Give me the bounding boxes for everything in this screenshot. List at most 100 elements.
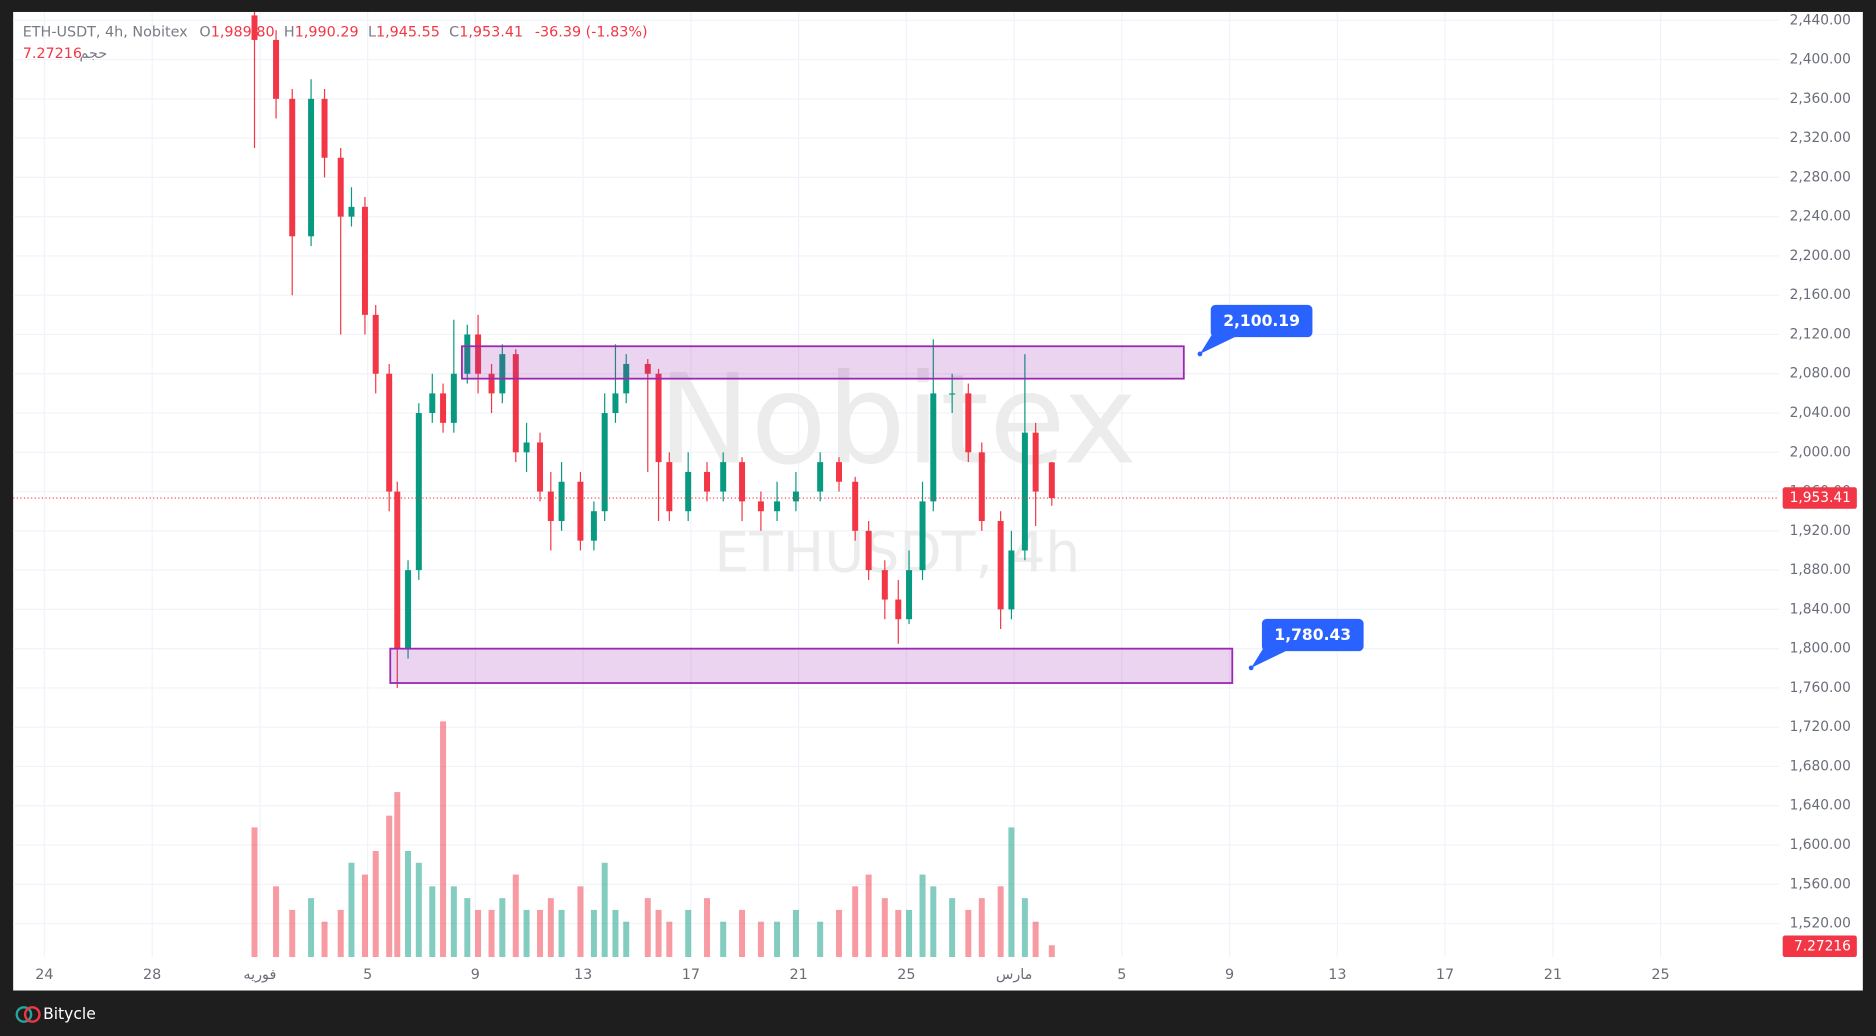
- callout-anchor: [1248, 665, 1254, 671]
- volume-bar: [488, 909, 495, 958]
- volume-bar: [440, 721, 447, 958]
- candle-body: [930, 393, 937, 502]
- callout-box: [1210, 304, 1313, 338]
- watermark-subtitle: ETHUSDT, 4h: [714, 520, 1080, 584]
- volume-bar: [655, 909, 662, 958]
- high-value: 1,990.29: [295, 24, 359, 40]
- candle-body: [704, 471, 711, 492]
- volume-bar: [919, 874, 926, 958]
- volume-bar: [415, 862, 422, 958]
- y-tick-label: 1,840.00: [1790, 601, 1851, 617]
- low-label: L: [368, 24, 376, 40]
- volume-bar: [372, 850, 379, 958]
- candle-body: [289, 98, 296, 237]
- volume-bar: [450, 886, 457, 958]
- volume-bar: [308, 898, 315, 958]
- y-tick-label: 2,280.00: [1790, 169, 1851, 185]
- open-value: 1,989.80: [211, 24, 275, 40]
- volume-bar: [348, 862, 355, 958]
- volume-bar: [720, 921, 727, 958]
- volume-bar: [666, 921, 673, 958]
- candle-body: [512, 354, 519, 453]
- volume-label: حجم: [79, 46, 107, 62]
- y-tick-label: 1,600.00: [1790, 837, 1851, 853]
- candle-body: [997, 521, 1004, 610]
- candle-body: [852, 481, 859, 531]
- y-tick-label: 2,320.00: [1790, 130, 1851, 146]
- x-tick-label: 28: [143, 967, 161, 983]
- x-tick-label: 17: [682, 967, 700, 983]
- close-label: C: [449, 24, 459, 40]
- volume-bar: [321, 921, 328, 958]
- candle-body: [499, 354, 506, 394]
- candle-body: [429, 393, 436, 414]
- y-tick-label: 1,520.00: [1790, 916, 1851, 932]
- volume-bar: [558, 909, 565, 958]
- y-tick-label: 2,440.00: [1790, 12, 1851, 28]
- volume-bar: [289, 909, 296, 958]
- volume-bar: [273, 886, 280, 958]
- candle-body: [666, 462, 673, 512]
- y-tick-label: 2,120.00: [1790, 326, 1851, 342]
- candle-body: [372, 314, 379, 374]
- brand-logo: [15, 1006, 41, 1023]
- close-value: 1,953.41: [459, 24, 523, 40]
- volume-bar: [906, 909, 913, 958]
- footer-bar: [0, 990, 1876, 1036]
- volume-bar: [537, 909, 544, 958]
- candle-body: [273, 39, 280, 99]
- y-tick-label: 2,360.00: [1790, 91, 1851, 107]
- candle-body: [450, 373, 457, 423]
- x-tick-label: فوریه: [243, 967, 276, 983]
- open-label: O: [199, 24, 210, 40]
- volume-bar: [394, 792, 401, 958]
- volume-bar: [704, 898, 711, 958]
- candle-body: [394, 491, 401, 649]
- volume-bar: [792, 909, 799, 958]
- volume-bar: [429, 886, 436, 958]
- candle-body: [739, 462, 746, 502]
- callout-box: [1261, 618, 1364, 652]
- volume-bar: [997, 886, 1004, 958]
- candle-body: [919, 501, 926, 571]
- volume-bar: [1032, 921, 1039, 958]
- candle-body: [895, 599, 902, 620]
- candle-body: [906, 570, 913, 620]
- y-tick-label: 2,400.00: [1790, 52, 1851, 68]
- brand: Bitycle: [43, 1005, 96, 1023]
- candle-body: [601, 413, 608, 512]
- callout-label: 1,780.43: [1274, 626, 1351, 644]
- callout-label: 2,100.19: [1223, 312, 1300, 330]
- volume-value-box: [1782, 935, 1857, 958]
- volume-bar: [475, 909, 482, 958]
- volume-bar: [577, 886, 584, 958]
- candle-body: [865, 530, 872, 571]
- y-tick-label: 2,000.00: [1790, 444, 1851, 460]
- volume-bar: [881, 898, 888, 958]
- y-tick-label: 2,240.00: [1790, 209, 1851, 225]
- volume-bar: [1008, 827, 1015, 958]
- candle-body: [792, 491, 799, 502]
- volume-bar: [405, 850, 412, 958]
- candle-body: [475, 334, 482, 374]
- volume-bar: [386, 815, 393, 958]
- volume-bar: [612, 909, 619, 958]
- volume-bar: [865, 874, 872, 958]
- candle-body: [547, 491, 554, 522]
- symbol: ETH-USDT, 4h, Nobitex: [23, 24, 188, 40]
- candle-body: [881, 570, 888, 600]
- candle-body: [1048, 462, 1055, 499]
- high-label: H: [284, 24, 295, 40]
- x-tick-label: 9: [1225, 967, 1234, 983]
- volume-bar: [547, 898, 554, 958]
- volume-bar: [361, 874, 368, 958]
- candle-body: [321, 98, 328, 158]
- x-tick-label: مارس: [996, 967, 1033, 983]
- zone: [389, 647, 1234, 684]
- volume-bar: [774, 921, 781, 958]
- y-tick-label: 2,160.00: [1790, 287, 1851, 303]
- candle-body: [337, 157, 344, 217]
- candle-body: [644, 363, 651, 374]
- volume-bar: [499, 898, 506, 958]
